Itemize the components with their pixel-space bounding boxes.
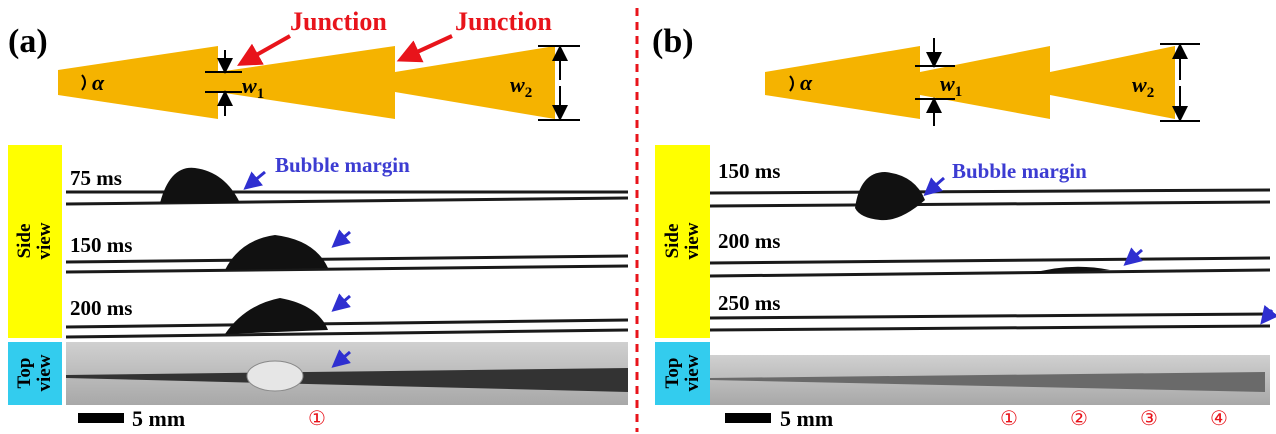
junction-arrow [244, 36, 290, 62]
wedge [1050, 46, 1175, 119]
view-word: view [34, 222, 55, 259]
bubble-margin-label: Bubble margin [952, 159, 1087, 183]
panel-b: (b) α w1 w2 Sideview Topview 150 ms 200 … [652, 23, 1272, 431]
w2-base: w [1132, 72, 1147, 97]
junction-marker: ① [1000, 408, 1018, 430]
view-word: view [682, 222, 703, 259]
alpha: α [800, 70, 813, 95]
top-view-label: Topview [14, 354, 55, 391]
w2-sub: 2 [525, 85, 533, 101]
scale-bar [725, 413, 771, 423]
wedge [58, 46, 218, 119]
junction-marker: ④ [1210, 408, 1228, 430]
side-view-label: Sideview [14, 222, 55, 259]
panel-a: (a) α w1 w2 Junction Junction Sideview T… [8, 7, 628, 431]
bubble-margin-label: Bubble margin [275, 153, 410, 177]
junction-marker: ② [1070, 408, 1088, 430]
top-word: Top [14, 358, 35, 389]
wedge [395, 46, 555, 119]
junction-marker: ① [308, 408, 326, 430]
junction-marker: ③ [1140, 408, 1158, 430]
top-word: Top [662, 358, 683, 389]
side-view-label: Sideview [662, 222, 703, 259]
junction-arrow [404, 36, 452, 58]
time-label: 75 ms [70, 166, 122, 190]
junction-label: Junction [455, 7, 552, 36]
bubble-top [247, 361, 303, 391]
w2-base: w [510, 72, 525, 97]
time-label: 150 ms [70, 233, 132, 257]
view-word: view [34, 354, 55, 391]
w1-base: w [242, 73, 257, 98]
junction-label: Junction [290, 7, 387, 36]
w1-sub: 1 [257, 86, 265, 102]
w1-base: w [940, 71, 955, 96]
panel-label: (b) [652, 23, 694, 60]
side-word: Side [14, 224, 35, 259]
wedge [765, 46, 920, 119]
w2-sub: 2 [1147, 85, 1155, 101]
figure: (a) α w1 w2 Junction Junction Sideview T… [0, 0, 1276, 434]
time-label: 150 ms [718, 159, 780, 183]
scale-bar [78, 413, 124, 423]
view-word: view [682, 354, 703, 391]
time-label: 250 ms [718, 291, 780, 315]
time-label: 200 ms [70, 296, 132, 320]
w1-sub: 1 [955, 84, 963, 100]
top-view-label: Topview [662, 354, 703, 391]
scale-label: 5 mm [780, 406, 833, 431]
time-label: 200 ms [718, 229, 780, 253]
alpha: α [92, 70, 105, 95]
side-word: Side [662, 224, 683, 259]
panel-label: (a) [8, 23, 48, 60]
scale-label: 5 mm [132, 406, 185, 431]
